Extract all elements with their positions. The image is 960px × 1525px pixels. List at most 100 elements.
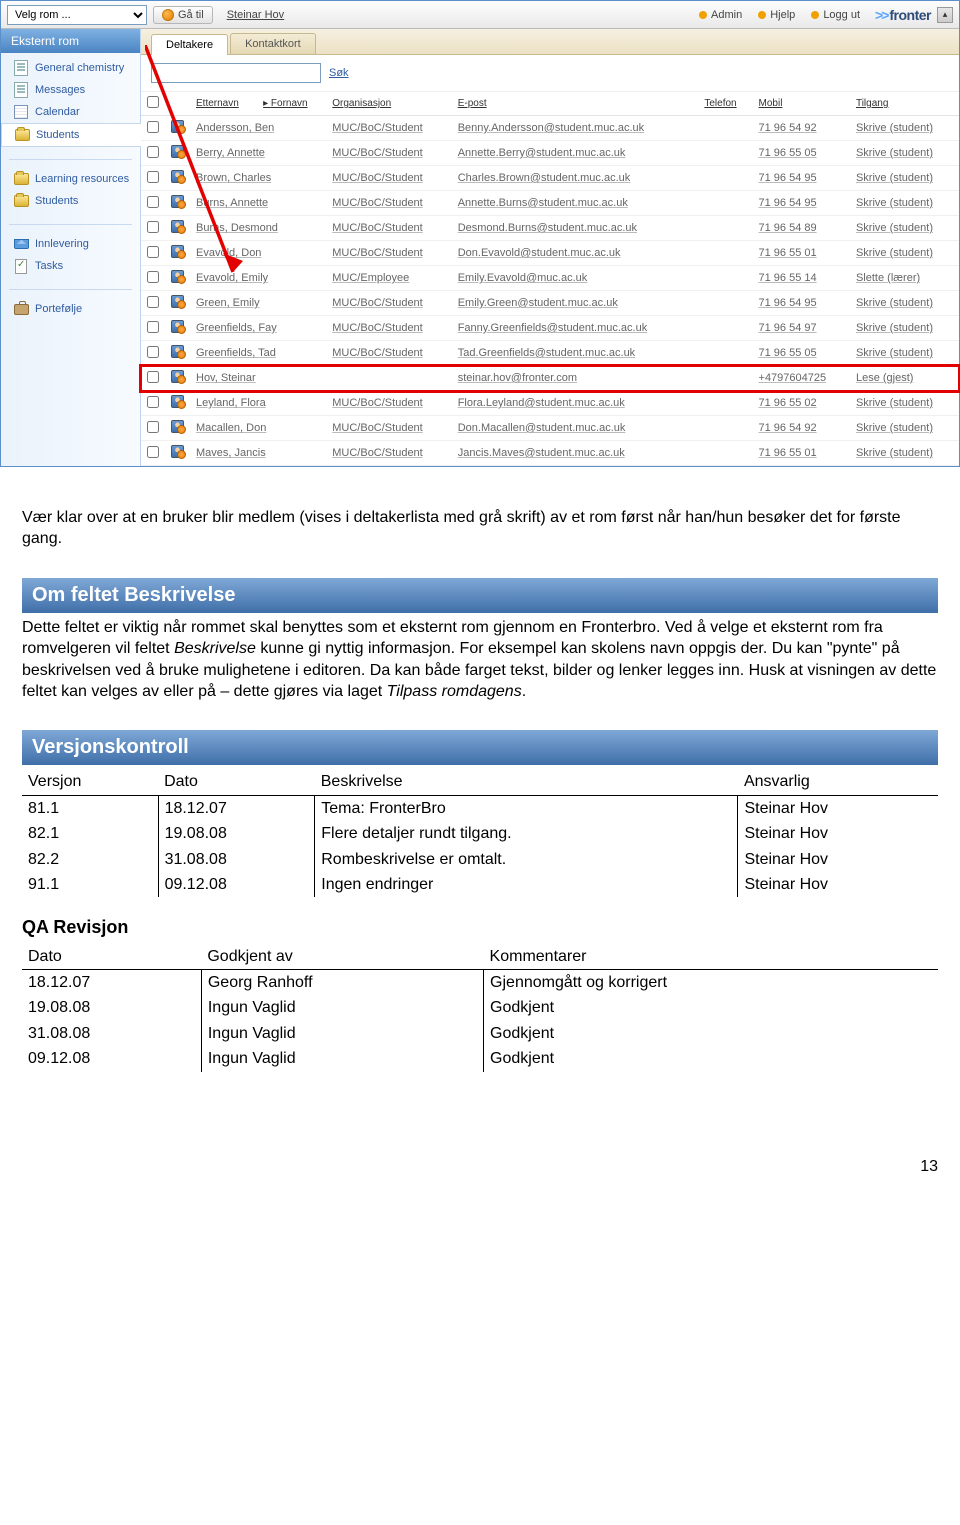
row-email[interactable]: Annette.Berry@student.muc.ac.uk [452,141,699,166]
column-email[interactable]: E-post [452,92,699,116]
search-button[interactable]: Søk [329,67,349,79]
row-name[interactable]: Green, Emily [190,291,326,316]
row-name[interactable]: Maves, Jancis [190,441,326,466]
row-icon-cell [165,366,190,391]
table-row[interactable]: Greenfields, TadMUC/BoC/StudentTad.Green… [141,341,959,366]
column-firstname-visible[interactable]: ▸ Fornavn [257,92,326,116]
current-user-link[interactable]: Steinar Hov [219,7,292,23]
row-email[interactable]: Charles.Brown@student.muc.ac.uk [452,166,699,191]
row-icon-cell [165,441,190,466]
row-name[interactable]: Brown, Charles [190,166,326,191]
row-mobil: 71 96 55 02 [753,391,850,416]
row-name[interactable]: Greenfields, Fay [190,316,326,341]
row-name[interactable]: Evavold, Don [190,241,326,266]
tab-deltakere[interactable]: Deltakere [151,34,228,55]
column-icon [165,92,190,116]
row-email[interactable]: steinar.hov@fronter.com [452,366,699,391]
column-telefon[interactable]: Telefon [698,92,752,116]
table-row[interactable]: Maves, JancisMUC/BoC/StudentJancis.Maves… [141,441,959,466]
tab-kontaktkort[interactable]: Kontaktkort [230,33,316,54]
sidebar-item-tasks[interactable]: Tasks [1,255,140,277]
row-email[interactable]: Annette.Burns@student.muc.ac.uk [452,191,699,216]
column-access[interactable]: Tilgang [850,92,959,116]
table-row[interactable]: Greenfields, FayMUC/BoC/StudentFanny.Gre… [141,316,959,341]
row-checkbox-cell[interactable] [141,366,165,391]
top-link-admin[interactable]: Admin [692,7,749,23]
sidebar-item-portefølje[interactable]: Portefølje [1,298,140,320]
row-checkbox-cell[interactable] [141,141,165,166]
row-tel [698,391,752,416]
row-checkbox-cell[interactable] [141,266,165,291]
row-email[interactable]: Don.Evavold@student.muc.ac.uk [452,241,699,266]
row-name[interactable]: Macallen, Don [190,416,326,441]
row-checkbox-cell[interactable] [141,291,165,316]
top-link-logg ut[interactable]: Logg ut [804,7,867,23]
sidebar-item-students[interactable]: Students [1,190,140,212]
person-icon [171,220,184,233]
row-checkbox-cell[interactable] [141,316,165,341]
row-name[interactable]: Burns, Desmond [190,216,326,241]
row-email[interactable]: Desmond.Burns@student.muc.ac.uk [452,216,699,241]
row-email[interactable]: Fanny.Greenfields@student.muc.ac.uk [452,316,699,341]
table-row[interactable]: Burns, AnnetteMUC/BoC/StudentAnnette.Bur… [141,191,959,216]
table-row[interactable]: Evavold, EmilyMUC/EmployeeEmily.Evavold@… [141,266,959,291]
table-row[interactable]: Berry, AnnetteMUC/BoC/StudentAnnette.Ber… [141,141,959,166]
row-name[interactable]: Burns, Annette [190,191,326,216]
row-checkbox-cell[interactable] [141,341,165,366]
row-checkbox-cell[interactable] [141,416,165,441]
sidebar-item-messages[interactable]: Messages [1,79,140,101]
row-checkbox-cell[interactable] [141,116,165,141]
room-select[interactable]: Velg rom ... [7,5,147,25]
row-checkbox-cell[interactable] [141,241,165,266]
row-name[interactable]: Andersson, Ben [190,116,326,141]
top-link-hjelp[interactable]: Hjelp [751,7,802,23]
row-email[interactable]: Flora.Leyland@student.muc.ac.uk [452,391,699,416]
row-checkbox-cell[interactable] [141,441,165,466]
sidebar-item-innlevering[interactable]: Innlevering [1,233,140,255]
search-input[interactable] [151,63,321,83]
row-email[interactable]: Emily.Green@student.muc.ac.uk [452,291,699,316]
table-row[interactable]: Evavold, DonMUC/BoC/StudentDon.Evavold@s… [141,241,959,266]
sidebar-item-general-chemistry[interactable]: General chemistry [1,57,140,79]
table-row[interactable]: Leyland, FloraMUC/BoC/StudentFlora.Leyla… [141,391,959,416]
table-row[interactable]: Andersson, BenMUC/BoC/StudentBenny.Ander… [141,116,959,141]
person-icon [171,145,184,158]
table-row[interactable]: Brown, CharlesMUC/BoC/StudentCharles.Bro… [141,166,959,191]
column-checkbox[interactable] [141,92,165,116]
table-row[interactable]: Burns, DesmondMUC/BoC/StudentDesmond.Bur… [141,216,959,241]
table-row[interactable]: Hov, Steinarsteinar.hov@fronter.com+4797… [141,366,959,391]
row-name[interactable]: Hov, Steinar [190,366,326,391]
row-checkbox-cell[interactable] [141,191,165,216]
row-name[interactable]: Berry, Annette [190,141,326,166]
row-name[interactable]: Greenfields, Tad [190,341,326,366]
row-email[interactable]: Don.Macallen@student.muc.ac.uk [452,416,699,441]
folder-icon [13,171,29,187]
column-lastname[interactable]: Etternavn [190,92,257,116]
row-email[interactable]: Benny.Andersson@student.muc.ac.uk [452,116,699,141]
row-icon-cell [165,341,190,366]
row-icon-cell [165,166,190,191]
row-email[interactable]: Jancis.Maves@student.muc.ac.uk [452,441,699,466]
sidebar-item-learning-resources[interactable]: Learning resources [1,168,140,190]
row-access: Skrive (student) [850,216,959,241]
row-access: Skrive (student) [850,391,959,416]
version-row: 81.118.12.07Tema: FronterBroSteinar Hov [22,795,938,821]
vcol-versjon: Versjon [22,769,158,795]
qa-row: 19.08.08Ingun VaglidGodkjent [22,995,938,1020]
column-org[interactable]: Organisasjon [326,92,451,116]
row-email[interactable]: Tad.Greenfields@student.muc.ac.uk [452,341,699,366]
table-row[interactable]: Green, EmilyMUC/BoC/StudentEmily.Green@s… [141,291,959,316]
row-checkbox-cell[interactable] [141,166,165,191]
column-mobil[interactable]: Mobil [753,92,850,116]
sidebar-item-calendar[interactable]: Calendar [1,101,140,123]
sidebar-item-students[interactable]: Students [1,123,141,147]
row-email[interactable]: Emily.Evavold@muc.ac.uk [452,266,699,291]
scroll-up-icon[interactable]: ▴ [937,7,953,23]
row-checkbox-cell[interactable] [141,216,165,241]
row-name[interactable]: Evavold, Emily [190,266,326,291]
go-label: Gå til [178,9,204,21]
go-to-button[interactable]: Gå til [153,6,213,24]
table-row[interactable]: Macallen, DonMUC/BoC/StudentDon.Macallen… [141,416,959,441]
row-checkbox-cell[interactable] [141,391,165,416]
row-name[interactable]: Leyland, Flora [190,391,326,416]
